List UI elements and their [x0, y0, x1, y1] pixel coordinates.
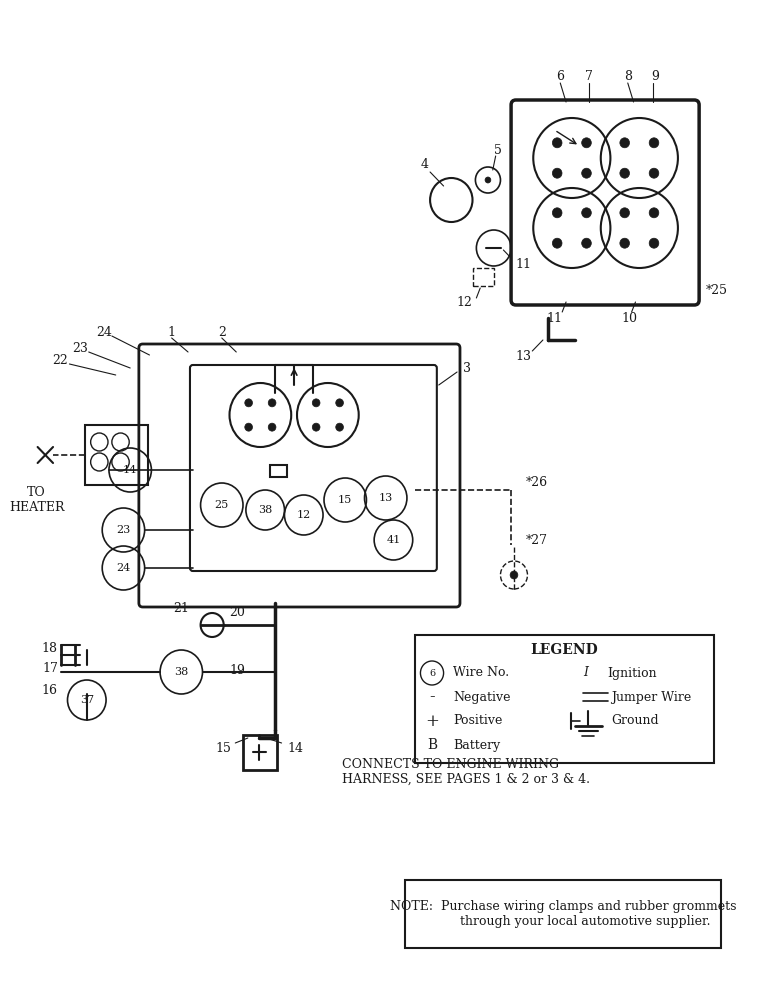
Circle shape [552, 168, 562, 178]
Text: 15: 15 [215, 742, 232, 754]
Text: 2: 2 [218, 326, 225, 340]
Circle shape [268, 423, 276, 431]
Circle shape [581, 168, 591, 178]
Text: 14: 14 [287, 742, 303, 754]
Text: 20: 20 [229, 606, 245, 619]
Text: LEGEND: LEGEND [530, 643, 598, 657]
Text: 6: 6 [429, 668, 435, 678]
Text: 37: 37 [80, 695, 94, 705]
Text: -: - [429, 688, 435, 706]
Text: 12: 12 [296, 510, 311, 520]
Text: 13: 13 [516, 350, 532, 362]
Circle shape [649, 208, 659, 218]
Text: 21: 21 [173, 602, 189, 615]
Circle shape [581, 138, 591, 148]
Circle shape [336, 423, 344, 431]
Circle shape [510, 571, 518, 579]
Text: +: + [425, 712, 439, 730]
Text: 15: 15 [338, 495, 352, 505]
Text: *25: *25 [706, 284, 728, 296]
Text: 25: 25 [215, 500, 229, 510]
Circle shape [336, 399, 344, 407]
Circle shape [245, 423, 252, 431]
Text: 1: 1 [168, 326, 176, 340]
Text: 13: 13 [378, 493, 393, 503]
Text: *26: *26 [526, 476, 547, 488]
Bar [472, 268, 494, 286]
Circle shape [268, 399, 276, 407]
Text: I: I [584, 666, 588, 680]
Text: 11: 11 [547, 312, 563, 324]
Bar [85, 425, 147, 485]
Circle shape [313, 399, 320, 407]
Text: 24: 24 [96, 326, 112, 340]
Text: NOTE:  Purchase wiring clamps and rubber grommets
           through your local : NOTE: Purchase wiring clamps and rubber … [390, 900, 736, 928]
Text: 19: 19 [229, 664, 245, 676]
Circle shape [620, 168, 629, 178]
Text: 8: 8 [624, 70, 631, 84]
Text: 18: 18 [42, 642, 58, 654]
Bar [415, 635, 713, 763]
Circle shape [245, 399, 252, 407]
Bar [405, 880, 721, 948]
Text: 4: 4 [420, 158, 428, 172]
Circle shape [649, 168, 659, 178]
Circle shape [581, 238, 591, 248]
Circle shape [552, 138, 562, 148]
Bar [270, 465, 287, 477]
Text: 41: 41 [386, 535, 401, 545]
Text: 38: 38 [258, 505, 273, 515]
Text: 24: 24 [117, 563, 130, 573]
Circle shape [485, 177, 491, 183]
Text: CONNECTS TO ENGINE WIRING
HARNESS, SEE PAGES 1 & 2 or 3 & 4.: CONNECTS TO ENGINE WIRING HARNESS, SEE P… [342, 758, 591, 786]
Text: Ignition: Ignition [608, 666, 657, 680]
Text: TO
HEATER: TO HEATER [9, 486, 64, 514]
Text: 5: 5 [493, 143, 502, 156]
Text: *27: *27 [526, 534, 547, 546]
Text: 12: 12 [457, 296, 472, 310]
Circle shape [649, 138, 659, 148]
Text: 23: 23 [117, 525, 130, 535]
Text: 6: 6 [557, 70, 564, 84]
Text: Negative: Negative [453, 690, 511, 704]
Bar [243, 735, 276, 770]
Circle shape [552, 238, 562, 248]
Circle shape [581, 208, 591, 218]
Circle shape [649, 238, 659, 248]
Text: 9: 9 [651, 70, 659, 84]
Circle shape [620, 238, 629, 248]
Text: Wire No.: Wire No. [453, 666, 510, 680]
Text: Jumper Wire: Jumper Wire [611, 690, 692, 704]
Text: 38: 38 [174, 667, 188, 677]
Text: Positive: Positive [453, 714, 503, 728]
Circle shape [620, 138, 629, 148]
Text: Battery: Battery [453, 738, 500, 752]
Circle shape [313, 423, 320, 431]
Text: 17: 17 [42, 662, 58, 674]
Circle shape [552, 208, 562, 218]
Text: B: B [427, 738, 437, 752]
Circle shape [620, 208, 629, 218]
Text: 14: 14 [123, 465, 137, 475]
Text: 22: 22 [52, 354, 68, 366]
Text: 11: 11 [515, 257, 531, 270]
Text: Ground: Ground [611, 714, 659, 728]
Text: 7: 7 [585, 70, 593, 84]
Text: 10: 10 [621, 312, 638, 324]
Text: 3: 3 [463, 361, 471, 374]
Text: 16: 16 [42, 684, 58, 696]
Text: 23: 23 [72, 342, 88, 355]
